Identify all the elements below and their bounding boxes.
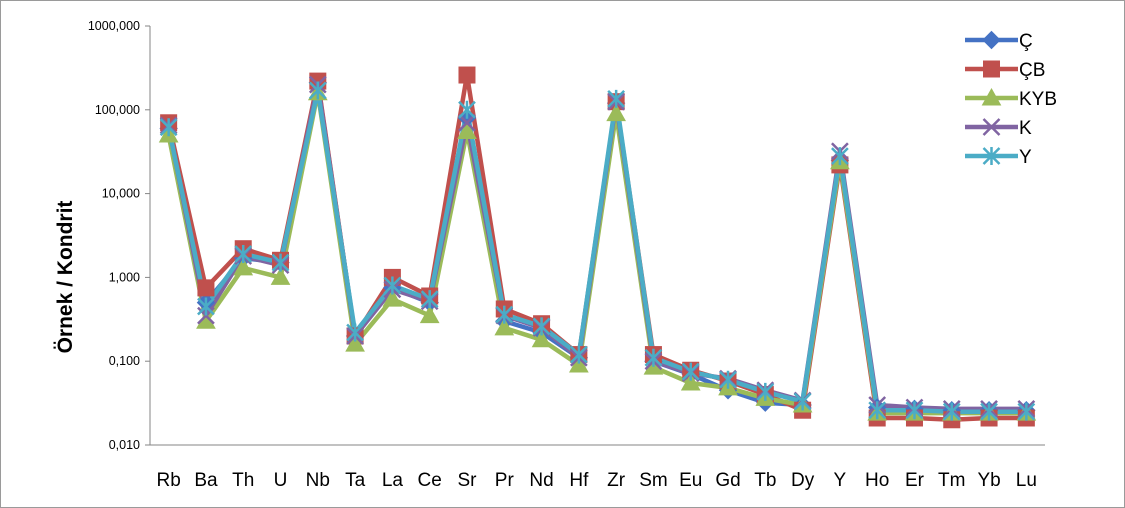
data-point: [382, 289, 403, 307]
y-tick-label: 0,100: [109, 354, 140, 368]
series-line-3: [166, 90, 1027, 416]
data-point: [197, 297, 215, 316]
data-point: [980, 402, 998, 421]
x-tick-label: U: [274, 470, 288, 491]
data-point: [419, 305, 440, 324]
data-point: [345, 334, 365, 352]
data-point: [197, 279, 215, 297]
data-point: [756, 382, 775, 401]
data-point: [1017, 402, 1036, 421]
data-point: [607, 89, 626, 108]
x-tick-label: Zr: [607, 470, 626, 491]
data-point: [383, 276, 402, 295]
x-tick-label: Nb: [306, 470, 330, 491]
data-point: [532, 317, 551, 336]
x-tick-label: Gd: [715, 470, 740, 491]
x-tick-label: Tb: [754, 470, 776, 491]
data-point: [868, 401, 887, 420]
x-tick-label: Th: [232, 470, 254, 491]
x-tick-label: Ba: [194, 470, 218, 491]
y-tick-labels: 0,010 0,100 1,000 10,000 100,000 1000,000: [88, 19, 140, 452]
x-tick-label: Ce: [418, 470, 442, 491]
x-tick-label: Dy: [791, 470, 815, 491]
legend-marker: [982, 30, 1001, 50]
data-point: [495, 305, 514, 324]
legend-label: KYB: [1019, 89, 1057, 110]
legend-label: ÇB: [1019, 60, 1045, 81]
x-tick-label: Hf: [569, 470, 589, 491]
data-point: [233, 257, 254, 276]
legend-marker: [983, 60, 1000, 78]
x-tick-label: Yb: [977, 470, 1000, 491]
x-tick-label: Nd: [529, 470, 553, 491]
y-tick-label: 1,000: [109, 270, 140, 284]
series-markers: [158, 66, 1037, 429]
y-tick-label: 100,000: [95, 103, 140, 117]
x-tick-label: Y: [834, 470, 847, 491]
data-point: [159, 118, 178, 137]
legend: Ç ÇB KYB KY: [965, 30, 1057, 168]
x-tick-label: Lu: [1016, 470, 1037, 491]
data-point: [644, 348, 663, 367]
x-tick-label: Eu: [679, 470, 702, 491]
data-point: [606, 103, 627, 122]
x-tick-label: Pr: [495, 470, 515, 491]
data-point: [420, 290, 439, 309]
axes: [145, 25, 1045, 446]
data-point: [308, 81, 327, 100]
x-tick-label: Ta: [345, 470, 366, 491]
data-point: [568, 355, 589, 373]
data-point: [494, 317, 515, 336]
data-point: [457, 121, 477, 140]
legend-label: Y: [1019, 147, 1032, 168]
y-axis-label: Örnek / Kondrit: [54, 201, 77, 354]
x-tick-label: Tm: [938, 470, 965, 491]
data-point: [719, 370, 737, 389]
data-point: [681, 362, 700, 381]
data-point: [680, 372, 701, 391]
data-point: [270, 267, 291, 285]
data-point: [458, 113, 476, 132]
x-tick-label: Rb: [156, 470, 180, 491]
data-point: [905, 401, 924, 420]
data-point: [531, 329, 552, 348]
y-tick-label: 1000,000: [88, 19, 140, 33]
x-tick-label: Er: [905, 470, 925, 491]
legend-label: K: [1019, 118, 1032, 139]
data-point: [942, 402, 961, 421]
legend-marker: [981, 87, 1002, 106]
series-lines: [166, 72, 1027, 423]
legend-marker: [982, 118, 1001, 136]
legend-label: Ç: [1019, 31, 1033, 52]
data-point: [831, 147, 849, 166]
y-tick-label: 10,000: [102, 187, 140, 201]
x-tick-label: La: [382, 470, 404, 491]
y-tick-label: 0,010: [109, 438, 140, 452]
data-point: [458, 66, 476, 84]
data-point: [346, 323, 364, 342]
data-point: [569, 345, 588, 364]
x-category-labels: Rb Ba Th U Nb Ta La Ce Sr Pr Nd Hf Zr Sm Eu Gd Tb Dy Y Ho Er…: [156, 470, 1036, 491]
data-point: [458, 100, 476, 119]
data-point: [271, 253, 290, 272]
legend-marker: [982, 147, 1001, 165]
x-tick-label: Sr: [457, 470, 477, 491]
x-tick-label: Sm: [639, 470, 668, 491]
x-tick-label: Ho: [865, 470, 889, 491]
data-point: [793, 392, 812, 411]
data-point: [234, 245, 253, 264]
